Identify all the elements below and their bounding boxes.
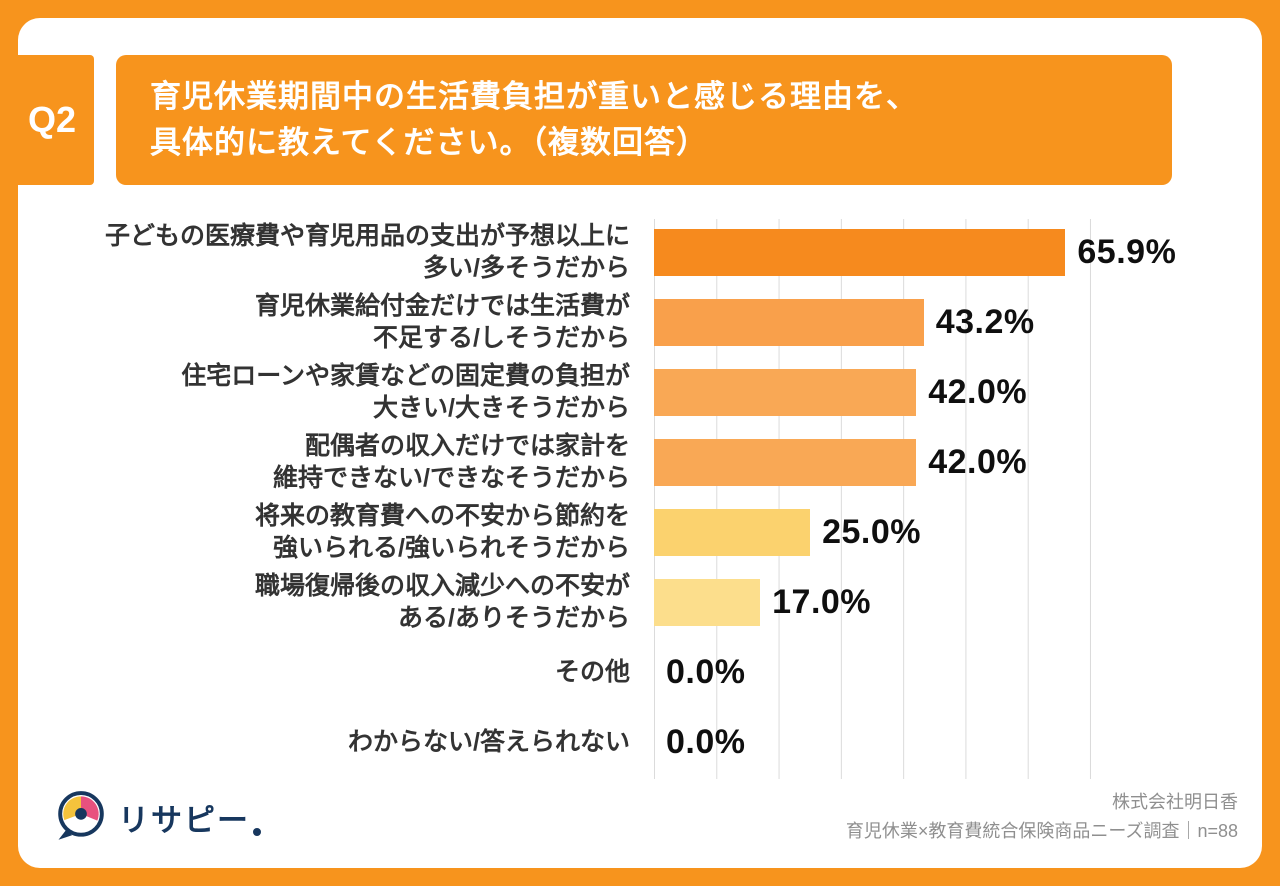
chart-row: 将来の教育費への不安から節約を 強いられる/強いられそうだから 25.0% bbox=[18, 497, 1262, 567]
logo-wordmark: リサピー bbox=[118, 795, 261, 840]
chart-row: その他 0.0% bbox=[18, 637, 1262, 707]
chart-row: わからない/答えられない 0.0% bbox=[18, 707, 1262, 777]
source-company: 株式会社明日香 bbox=[1112, 792, 1238, 813]
bar-track: 0.0% bbox=[654, 707, 1091, 777]
bar-track: 65.9% bbox=[654, 217, 1176, 287]
category-label: その他 bbox=[554, 657, 630, 686]
question-banner: 育児休業期間中の生活費負担が重いと感じる理由を、 具体的に教えてください。（複数… bbox=[116, 55, 1172, 185]
risapi-logo: リサピー bbox=[54, 788, 261, 847]
chart-row: 配偶者の収入だけでは家計を 維持できない/できなそうだから 42.0% bbox=[18, 427, 1262, 497]
bar-fill bbox=[654, 438, 917, 486]
source-survey: 育児休業×教育費統合保険商品ニーズ調査｜n=88 bbox=[845, 821, 1238, 841]
bar-track: 17.0% bbox=[654, 567, 1091, 637]
category-label: 子どもの医療費や育児用品の支出が予想以上に 多い/多そうだから bbox=[104, 221, 630, 283]
value-label: 42.0% bbox=[928, 372, 1028, 411]
chart-row: 子どもの医療費や育児用品の支出が予想以上に 多い/多そうだから 65.9% bbox=[18, 217, 1262, 287]
chart-row: 職場復帰後の収入減少への不安が ある/ありそうだから 17.0% bbox=[18, 567, 1262, 637]
question-number: Q2 bbox=[27, 99, 77, 140]
risapi-logo-icon bbox=[54, 788, 108, 847]
value-label: 25.0% bbox=[822, 512, 921, 551]
question-header: Q2 育児休業期間中の生活費負担が重いと感じる理由を、 具体的に教えてください。… bbox=[10, 55, 1262, 185]
category-label: 育児休業給付金だけでは生活費が 不足する/しそうだから bbox=[254, 291, 630, 353]
value-label: 65.9% bbox=[1077, 232, 1177, 271]
value-label: 43.2% bbox=[935, 302, 1035, 341]
bar-track: 0.0% bbox=[654, 637, 1091, 707]
bar-track: 42.0% bbox=[654, 427, 1091, 497]
bar-track: 42.0% bbox=[654, 357, 1091, 427]
chart-row: 住宅ローンや家賃などの固定費の負担が 大きい/大きそうだから 42.0% bbox=[18, 357, 1262, 427]
category-label: わからない/答えられない bbox=[348, 727, 630, 756]
value-label: 42.0% bbox=[928, 442, 1028, 481]
bar-fill bbox=[654, 578, 761, 626]
bar-track: 43.2% bbox=[654, 287, 1091, 357]
footer: リサピー 株式会社明日香 育児休業×教育費統合保険商品ニーズ調査｜n=88 bbox=[54, 784, 1238, 850]
logo-period-dot bbox=[253, 827, 261, 836]
value-label: 17.0% bbox=[772, 582, 872, 621]
value-label: 0.0% bbox=[666, 722, 746, 761]
chart-row: 育児休業給付金だけでは生活費が 不足する/しそうだから 43.2% bbox=[18, 287, 1262, 357]
category-label: 配偶者の収入だけでは家計を 維持できない/できなそうだから bbox=[273, 431, 630, 493]
value-label: 0.0% bbox=[666, 652, 746, 691]
bar-fill bbox=[654, 368, 917, 416]
category-label: 将来の教育費への不安から節約を 強いられる/強いられそうだから bbox=[254, 501, 630, 563]
category-label: 住宅ローンや家賃などの固定費の負担が 大きい/大きそうだから bbox=[181, 361, 630, 423]
logo-text: リサピー bbox=[118, 802, 250, 838]
bar-chart: 子どもの医療費や育児用品の支出が予想以上に 多い/多そうだから 65.9% 育児… bbox=[18, 217, 1262, 781]
question-text: 育児休業期間中の生活費負担が重いと感じる理由を、 具体的に教えてください。（複数… bbox=[150, 78, 918, 161]
bar-fill bbox=[654, 298, 924, 346]
bar-fill bbox=[654, 508, 811, 556]
category-label: 職場復帰後の収入減少への不安が ある/ありそうだから bbox=[254, 571, 630, 633]
question-number-box: Q2 bbox=[10, 55, 94, 185]
bar-fill bbox=[654, 228, 1066, 276]
infographic-page: Q2 育児休業期間中の生活費負担が重いと感じる理由を、 具体的に教えてください。… bbox=[10, 18, 1262, 868]
source-note: 株式会社明日香 育児休業×教育費統合保険商品ニーズ調査｜n=88 bbox=[846, 788, 1238, 846]
bar-track: 25.0% bbox=[654, 497, 1091, 567]
